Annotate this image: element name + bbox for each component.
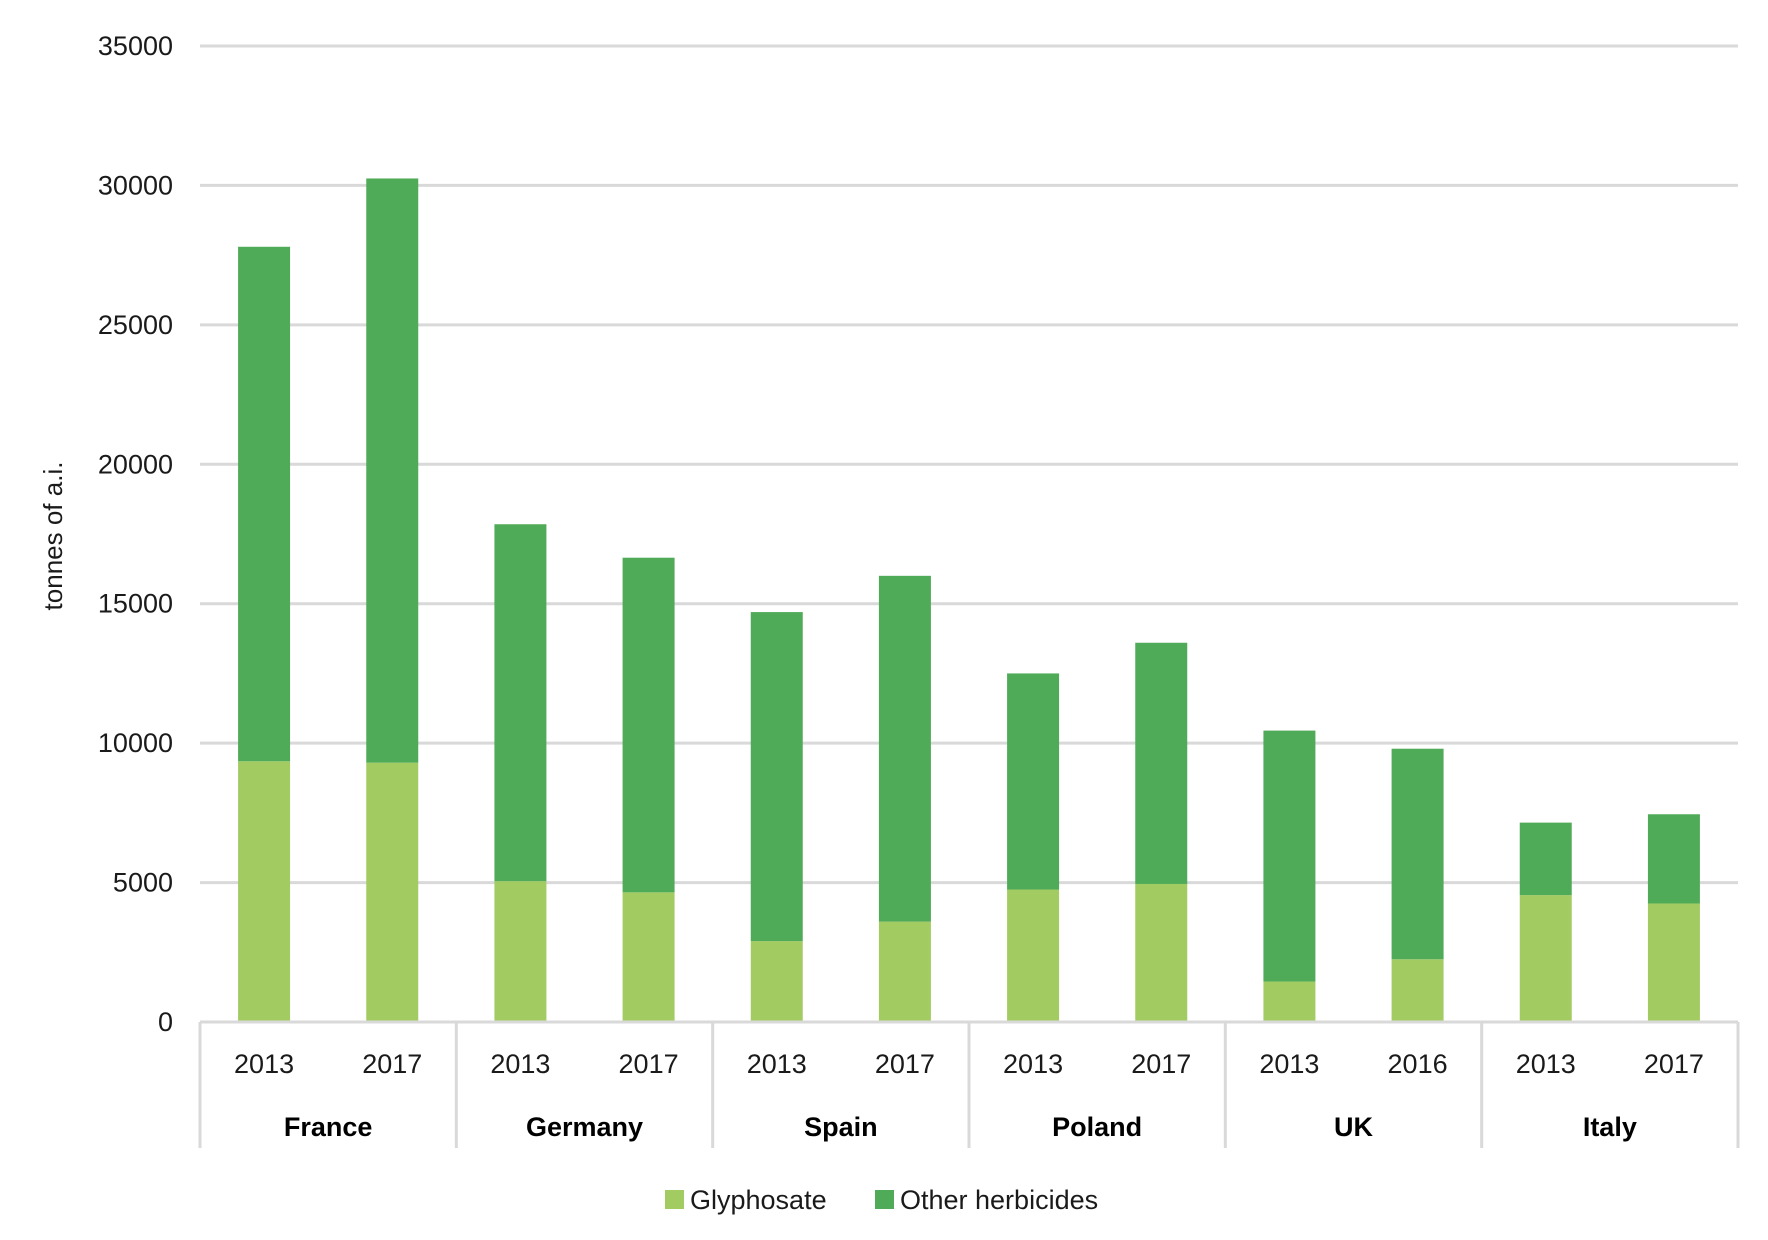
bar-other-herbicides-poland-2017 — [1135, 642, 1188, 884]
bar-glyphosate-france-2013 — [238, 761, 291, 1022]
bar-glyphosate-italy-2013 — [1519, 895, 1572, 1022]
y-tick-label: 10000 — [98, 728, 173, 758]
bar-other-herbicides-germany-2013 — [494, 524, 547, 882]
y-tick-label: 35000 — [98, 31, 173, 61]
x-year-label: 2017 — [1644, 1049, 1704, 1079]
x-year-label: 2013 — [1003, 1049, 1063, 1079]
bar-other-herbicides-germany-2017 — [622, 557, 675, 893]
legend: Glyphosate Other herbicides — [665, 1185, 1098, 1215]
x-year-label: 2017 — [1131, 1049, 1191, 1079]
legend-label: Other herbicides — [900, 1185, 1098, 1215]
bar-glyphosate-spain-2013 — [750, 941, 803, 1022]
x-country-label: UK — [1334, 1112, 1373, 1142]
legend-swatch — [665, 1190, 684, 1209]
x-year-label: 2013 — [1259, 1049, 1319, 1079]
y-tick-label: 25000 — [98, 310, 173, 340]
bar-other-herbicides-poland-2013 — [1007, 673, 1060, 890]
x-year-label: 2016 — [1388, 1049, 1448, 1079]
y-axis-title: tonnes of a.i. — [38, 462, 68, 611]
x-country-label: Germany — [526, 1112, 643, 1142]
bar-glyphosate-poland-2017 — [1135, 883, 1188, 1022]
bar-glyphosate-uk-2013 — [1263, 981, 1316, 1022]
y-tick-label: 0 — [158, 1007, 173, 1037]
x-country-label: France — [284, 1112, 373, 1142]
x-country-label: Poland — [1052, 1112, 1142, 1142]
bar-glyphosate-italy-2017 — [1647, 903, 1700, 1022]
bar-glyphosate-germany-2013 — [494, 881, 547, 1022]
x-year-label: 2017 — [619, 1049, 679, 1079]
x-year-label: 2013 — [1516, 1049, 1576, 1079]
bar-other-herbicides-spain-2017 — [878, 575, 931, 922]
x-year-label: 2013 — [490, 1049, 550, 1079]
bar-glyphosate-spain-2017 — [878, 921, 931, 1022]
y-tick-label: 30000 — [98, 170, 173, 200]
bar-glyphosate-france-2017 — [366, 762, 419, 1022]
bar-glyphosate-uk-2016 — [1391, 959, 1444, 1022]
bars — [238, 178, 1700, 1022]
legend-swatch — [875, 1190, 894, 1209]
bar-other-herbicides-italy-2013 — [1519, 822, 1572, 896]
bar-other-herbicides-france-2013 — [238, 246, 291, 762]
bar-other-herbicides-spain-2013 — [750, 612, 803, 942]
bar-other-herbicides-italy-2017 — [1647, 814, 1700, 904]
x-axis: 2013 2017 France 2013 2017 Germany 2013 2017 Spa… — [198, 1020, 1740, 1148]
bar-other-herbicides-uk-2013 — [1263, 730, 1316, 982]
x-country-label: Italy — [1583, 1112, 1637, 1142]
x-year-label: 2017 — [362, 1049, 422, 1079]
y-axis-ticks: 0 5000 10000 15000 20000 25000 30000 35000 — [98, 31, 173, 1037]
legend-label: Glyphosate — [690, 1185, 827, 1215]
y-tick-label: 5000 — [113, 868, 173, 898]
bar-other-herbicides-uk-2016 — [1391, 748, 1444, 960]
y-tick-label: 20000 — [98, 449, 173, 479]
x-year-label: 2013 — [747, 1049, 807, 1079]
gridlines — [200, 44, 1738, 885]
bar-glyphosate-poland-2013 — [1007, 889, 1060, 1022]
x-year-label: 2013 — [234, 1049, 294, 1079]
bar-glyphosate-germany-2017 — [622, 892, 675, 1022]
y-tick-label: 15000 — [98, 589, 173, 619]
bar-other-herbicides-france-2017 — [366, 178, 419, 763]
x-country-label: Spain — [804, 1112, 878, 1142]
x-year-label: 2017 — [875, 1049, 935, 1079]
